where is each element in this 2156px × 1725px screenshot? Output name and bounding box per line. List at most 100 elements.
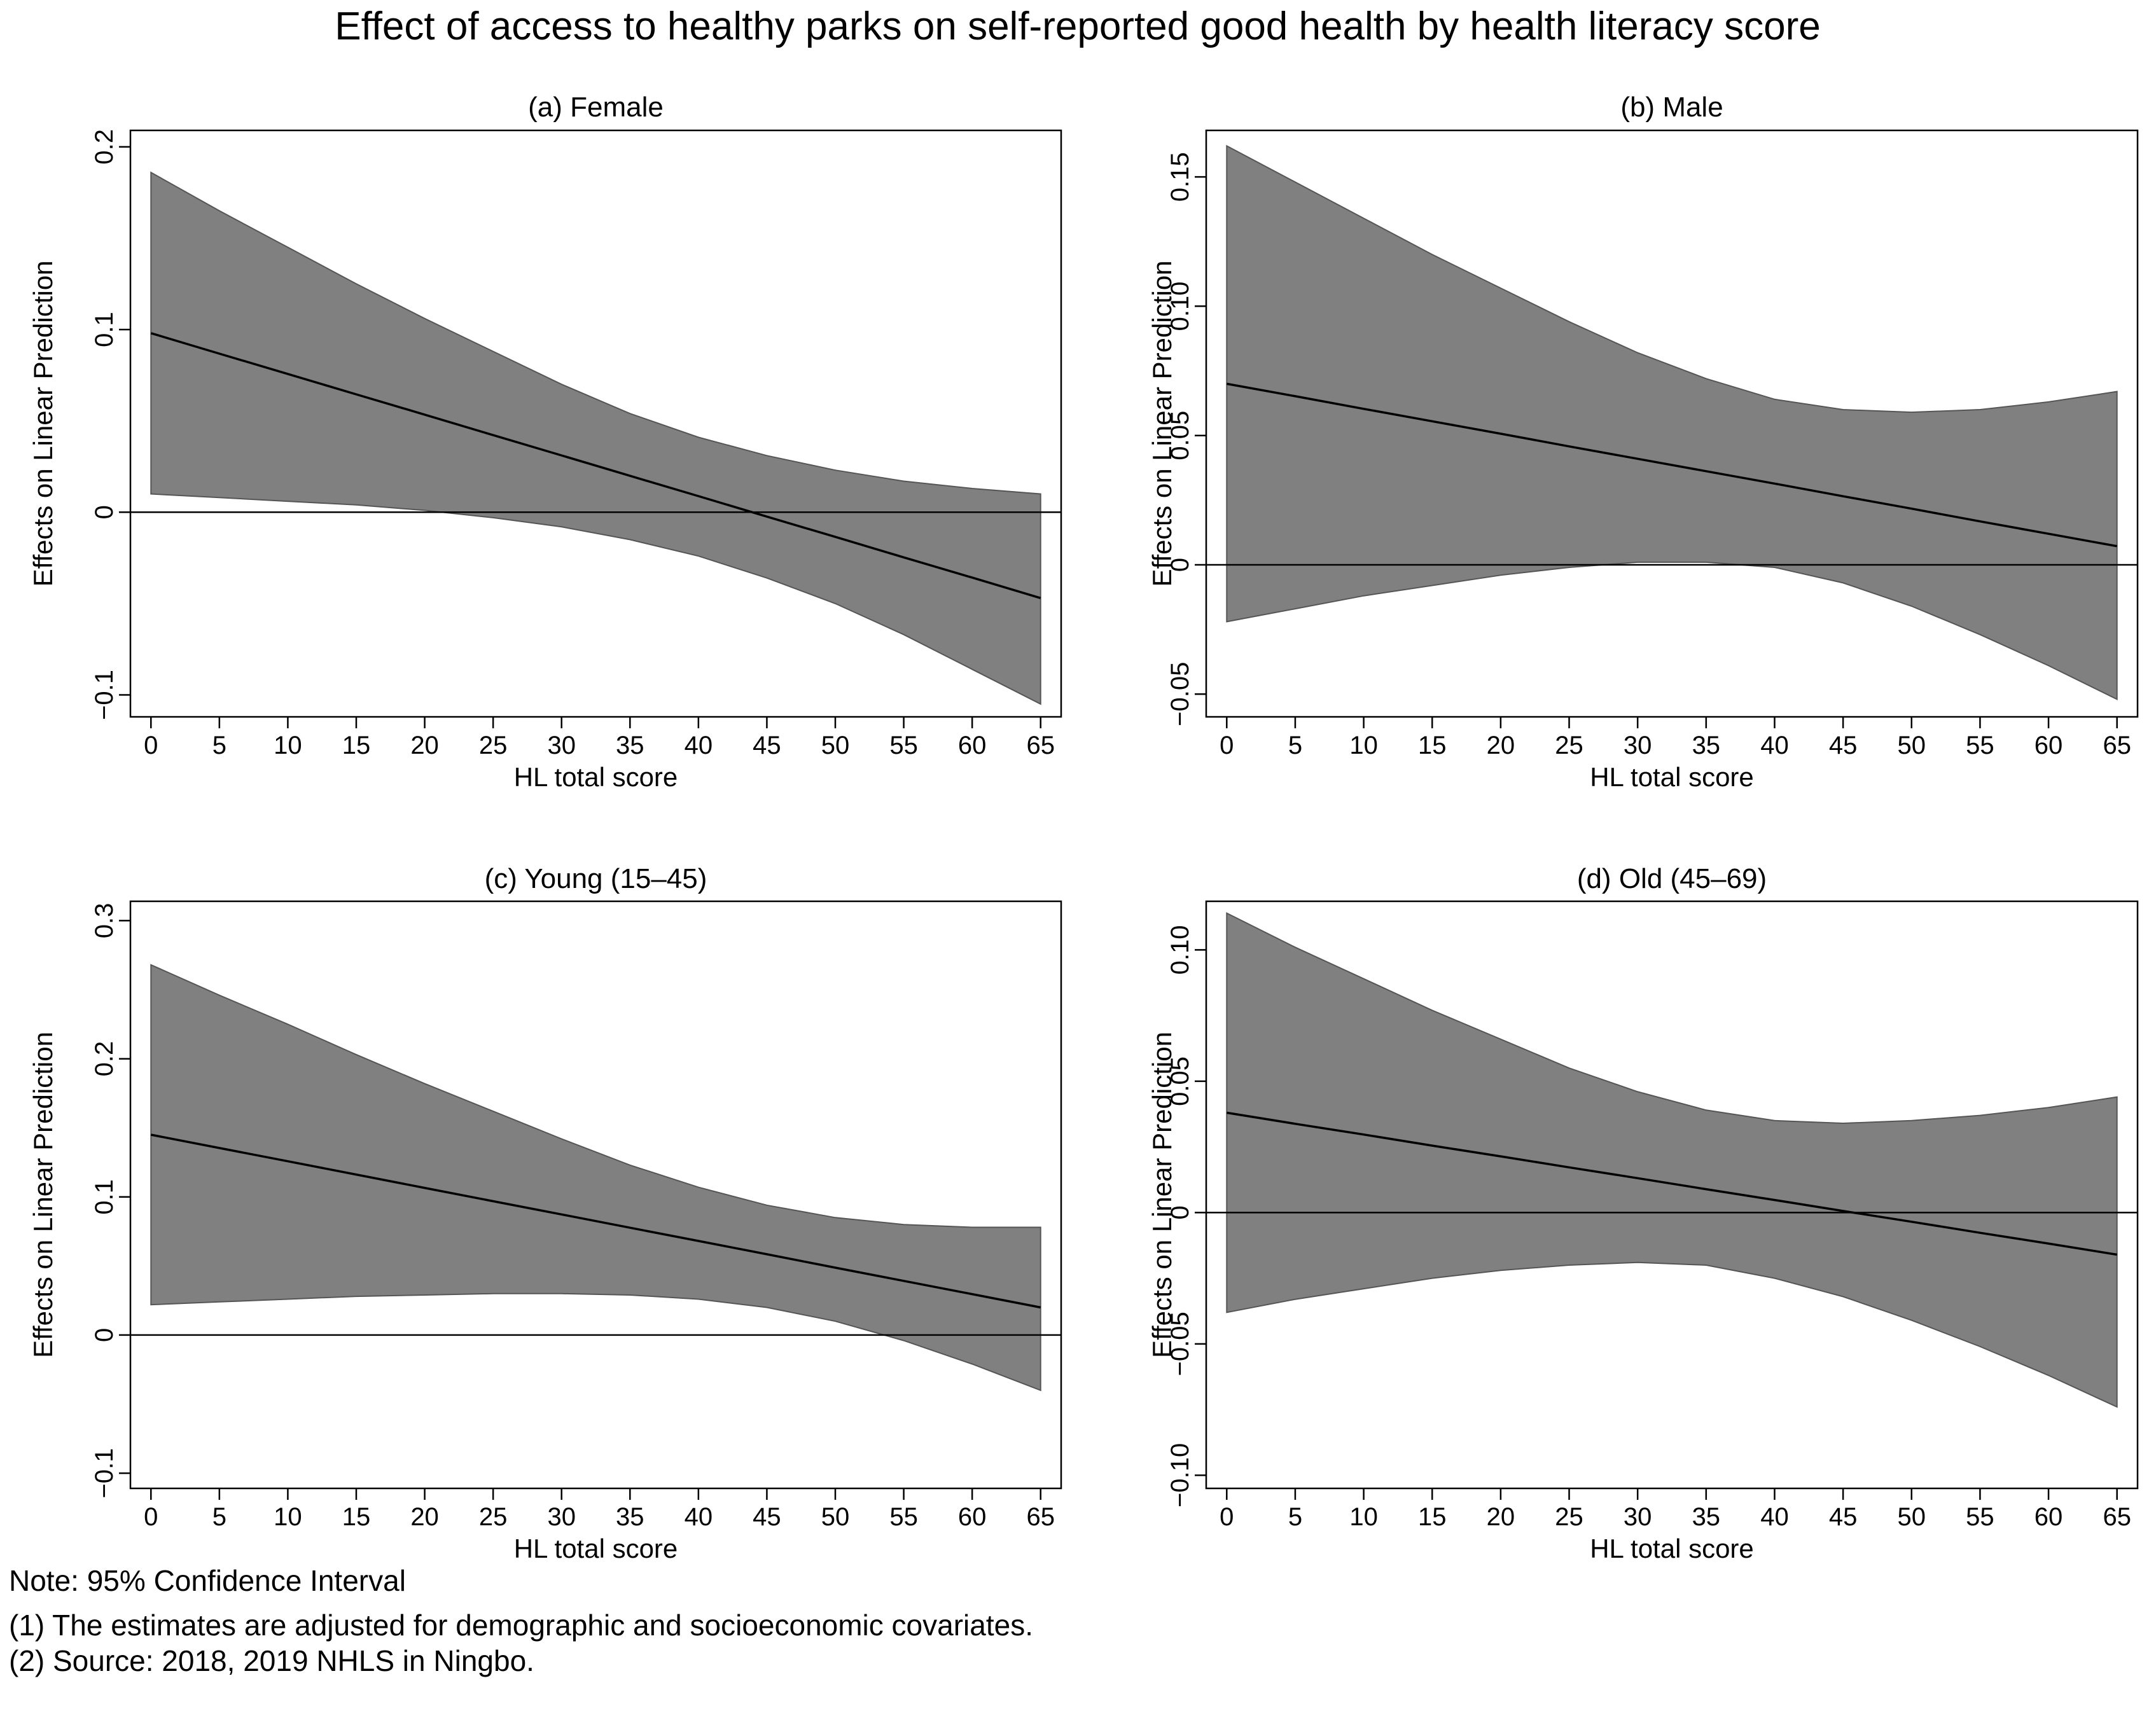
x-axis-label: HL total score	[514, 762, 678, 792]
x-tick-label: 50	[1898, 1503, 1926, 1531]
x-tick-label: 40	[1760, 731, 1789, 759]
panel-female: 0 5 10 15 20 25 30 35 40 45 50 55 60 65 −0.1 0 0.1 0.2 (a)…	[28, 92, 1062, 792]
x-tick-label: 65	[2103, 731, 2131, 759]
estimate-line	[1227, 1111, 2117, 1256]
x-tick-label: 10	[274, 731, 302, 759]
note-line-2: (2) Source: 2018, 2019 NHLS in Ningbo.	[9, 1644, 534, 1677]
x-axis-label: HL total score	[514, 1534, 678, 1563]
x-tick-label: 30	[547, 1503, 576, 1531]
panel-male: 0 5 10 15 20 25 30 35 40 45 50 55 60 65 −0.05 0 0.05 0.10…	[1147, 92, 2139, 792]
y-tick-label: 0.1	[90, 312, 118, 347]
x-tick-label: 55	[1966, 1503, 1994, 1531]
x-tick-label: 15	[342, 1503, 371, 1531]
note-line-1: (1) The estimates are adjusted for demog…	[9, 1609, 1033, 1642]
y-tick-label: 0.10	[1166, 925, 1194, 974]
plot-frame	[129, 129, 1062, 718]
x-tick-label: 20	[1487, 1503, 1515, 1531]
estimate-line	[150, 1133, 1041, 1309]
y-tick-label: −0.05	[1166, 1312, 1194, 1376]
y-tick-label: 0.05	[1166, 1056, 1194, 1106]
x-axis-label: HL total score	[1590, 762, 1754, 792]
y-axis-label: Effects on Linear Prediction	[28, 261, 58, 587]
x-tick-label: 5	[212, 731, 226, 759]
y-tick-label: 0.10	[1166, 282, 1194, 331]
ci-band	[1226, 144, 2118, 701]
x-tick-label: 10	[1349, 731, 1378, 759]
x-tick-label: 15	[1418, 731, 1447, 759]
x-tick-label: 20	[410, 1503, 439, 1531]
x-tick-label: 65	[1026, 731, 1055, 759]
x-tick-label: 40	[685, 1503, 713, 1531]
x-tick-label: 0	[144, 731, 158, 759]
x-tick-label: 45	[753, 1503, 781, 1531]
y-axis-label: Effects on Linear Prediction	[28, 1032, 58, 1358]
x-tick-label: 60	[2034, 731, 2063, 759]
x-tick-label: 20	[1487, 731, 1515, 759]
panel-title: (a) Female	[528, 92, 664, 123]
x-tick-label: 50	[821, 731, 850, 759]
y-tick-label: 0.2	[90, 1041, 118, 1077]
x-tick-label: 25	[479, 731, 508, 759]
x-tick-label: 55	[1966, 731, 1994, 759]
panel-title: (c) Young (15–45)	[485, 863, 707, 894]
x-tick-label: 35	[616, 731, 644, 759]
x-tick-label: 50	[1898, 731, 1926, 759]
ci-band	[1226, 911, 2118, 1408]
x-tick-label: 45	[1829, 731, 1858, 759]
y-tick-label: 0	[1166, 1205, 1194, 1219]
x-tick-label: 30	[547, 731, 576, 759]
plot-frame	[1205, 129, 2139, 718]
x-tick-label: 60	[958, 731, 987, 759]
x-tick-label: 15	[342, 731, 371, 759]
y-tick-label: 0	[90, 505, 118, 519]
y-tick-label: 0.3	[90, 903, 118, 939]
y-tick-label: 0	[90, 1328, 118, 1342]
y-tick-label: −0.05	[1166, 662, 1194, 726]
x-tick-label: 25	[1555, 731, 1583, 759]
x-tick-label: 5	[1288, 1503, 1302, 1531]
x-tick-label: 30	[1624, 731, 1652, 759]
x-tick-label: 20	[410, 731, 439, 759]
x-tick-label: 35	[616, 1503, 644, 1531]
x-tick-label: 0	[1220, 731, 1234, 759]
y-axis-label: Effects on Linear Prediction	[1147, 261, 1177, 587]
panel-young: 0 5 10 15 20 25 30 35 40 45 50 55 60 65 −0.1 0 0.1 0.2 0.3…	[28, 863, 1062, 1563]
x-tick-label: 55	[889, 1503, 918, 1531]
x-tick-label: 65	[1026, 1503, 1055, 1531]
x-tick-label: 55	[889, 731, 918, 759]
x-tick-label: 45	[753, 731, 781, 759]
y-tick-label: 0.2	[90, 129, 118, 165]
estimate-line	[150, 332, 1041, 599]
x-tick-label: 0	[1220, 1503, 1234, 1531]
y-tick-label: −0.10	[1166, 1443, 1194, 1507]
x-tick-label: 0	[144, 1503, 158, 1531]
x-tick-label: 60	[958, 1503, 987, 1531]
y-tick-label: 0.05	[1166, 411, 1194, 461]
y-tick-label: 0.1	[90, 1179, 118, 1215]
y-tick-label: 0	[1166, 558, 1194, 572]
x-tick-label: 35	[1692, 1503, 1721, 1531]
x-tick-label: 65	[2103, 1503, 2131, 1531]
x-tick-label: 5	[1288, 731, 1302, 759]
ci-band	[150, 964, 1041, 1392]
x-tick-label: 25	[479, 1503, 508, 1531]
y-tick-label: 0.15	[1166, 152, 1194, 202]
ci-band	[150, 171, 1041, 705]
x-tick-label: 35	[1692, 731, 1721, 759]
panel-old: 0 5 10 15 20 25 30 35 40 45 50 55 60 65 −0.10 −0.05 0 0.0…	[1147, 863, 2139, 1563]
x-tick-label: 50	[821, 1503, 850, 1531]
plot-frame	[129, 900, 1062, 1490]
plot-frame	[1205, 900, 2139, 1490]
x-tick-label: 30	[1624, 1503, 1652, 1531]
x-axis-label: HL total score	[1590, 1534, 1754, 1563]
figure-title: Effect of access to healthy parks on sel…	[335, 4, 1821, 48]
x-tick-label: 40	[1760, 1503, 1789, 1531]
x-tick-label: 40	[685, 731, 713, 759]
panel-title: (b) Male	[1620, 92, 1723, 123]
x-tick-label: 25	[1555, 1503, 1583, 1531]
x-tick-label: 45	[1829, 1503, 1858, 1531]
x-tick-label: 10	[274, 1503, 302, 1531]
y-tick-label: −0.1	[90, 670, 118, 720]
estimate-line	[1226, 382, 2118, 548]
